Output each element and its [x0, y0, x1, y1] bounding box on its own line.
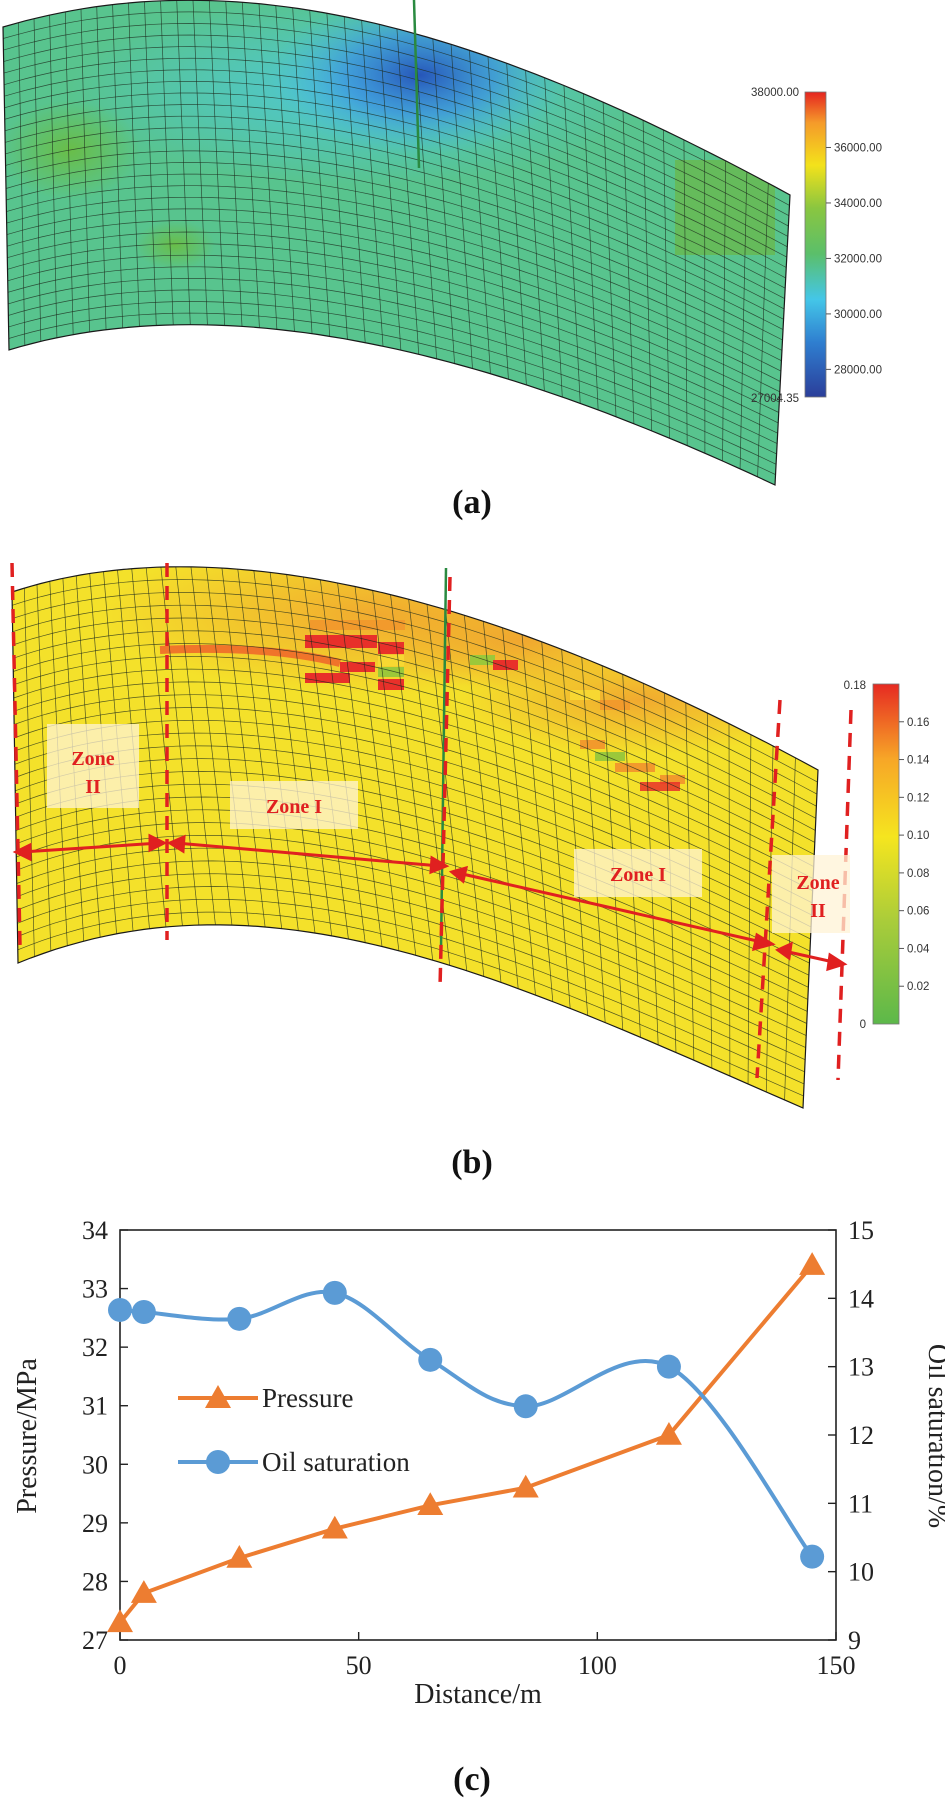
- colorbar-tick-label: 0.10: [907, 830, 929, 842]
- y-tick-label: 30: [82, 1450, 108, 1479]
- colorbar-tick-label: 28000.00: [834, 364, 882, 376]
- colorbar-tick-label: 0.08: [907, 868, 929, 880]
- colorbar-tick-label: 0.02: [907, 981, 929, 993]
- y2-tick-label: 15: [848, 1216, 874, 1245]
- y-tick-label: 33: [82, 1275, 108, 1304]
- chart-series: [107, 1252, 826, 1633]
- svg-text:Zone I: Zone I: [610, 864, 666, 886]
- y2-tick-label: 13: [848, 1353, 874, 1382]
- colorbar-b-ticks: 0.16 0.14 0.12 0.10 0.08 0.06 0.04 0.02: [899, 717, 930, 993]
- svg-text:Zone I: Zone I: [266, 796, 322, 818]
- y2-axis-label: Oil saturation/%: [922, 1344, 945, 1528]
- colorbar-tick-label: 0.16: [907, 717, 929, 729]
- y2-tick-label: 10: [848, 1558, 874, 1587]
- pressure-line: [118, 1263, 814, 1624]
- colorbar-b: 0.18 0 0.16 0.14 0.12 0.10 0.08 0.06 0.04 0.02: [844, 680, 930, 1031]
- pressure-point: [321, 1515, 348, 1539]
- x-tick-label: 100: [578, 1651, 617, 1680]
- colorbar-tick-label: 0.14: [907, 755, 930, 767]
- colorbar-tick-label: 0.06: [907, 906, 929, 918]
- pressure-point: [512, 1474, 539, 1498]
- oil-saturation-point: [108, 1297, 132, 1322]
- colorbar-a: 38000.00 27004.35 36000.00 34000.00 32000.…: [751, 87, 882, 405]
- colorbar-tick-label: 32000.00: [834, 253, 882, 265]
- panel-b-oil-saturation-model: Zone II Zone I Zone I Zone II: [10, 562, 930, 1181]
- y-tick-label: 29: [82, 1509, 108, 1538]
- svg-text:Zone: Zone: [796, 872, 839, 894]
- oil-saturation-line: [119, 1289, 814, 1558]
- svg-text:II: II: [810, 900, 826, 922]
- oil-saturation-point: [513, 1394, 538, 1419]
- y2-tick-label: 12: [848, 1421, 874, 1450]
- caption-b: (b): [451, 1144, 493, 1181]
- y-tick-label: 27: [82, 1626, 108, 1655]
- colorbar-tick-label: 30000.00: [834, 309, 882, 321]
- pressure-mesh-outline: [2, 0, 791, 486]
- y-tick-label: 28: [82, 1567, 108, 1596]
- pressure-point: [799, 1252, 826, 1275]
- oil-saturation-point: [131, 1300, 156, 1324]
- x-axis-label: Distance/m: [414, 1679, 542, 1710]
- legend-oil-marker: [206, 1450, 230, 1474]
- zone-label-2: Zone I: [230, 781, 358, 829]
- caption-a: (a): [452, 484, 492, 521]
- legend: Pressure Oil saturation: [178, 1383, 410, 1477]
- caption-c: (c): [453, 1761, 491, 1798]
- zone-label-3: Zone I: [574, 849, 702, 897]
- pressure-point: [130, 1580, 157, 1603]
- y-tick-label: 34: [82, 1216, 108, 1245]
- colorbar-tick-label: 0.04: [907, 943, 930, 955]
- zone-arrows: [12, 833, 848, 972]
- y2-tick-label: 9: [848, 1626, 861, 1655]
- well-trace: [412, 0, 421, 169]
- legend-pressure-marker: [205, 1385, 231, 1408]
- oil-saturation-mesh-grid: [12, 566, 818, 1100]
- oil-saturation-point: [418, 1347, 443, 1372]
- oil-saturation-mesh-outline: [11, 566, 819, 1109]
- colorbar-a-min-label: 27004.35: [751, 393, 799, 405]
- oil-saturation-point: [656, 1354, 681, 1379]
- y-tick-label: 31: [82, 1392, 108, 1421]
- colorbar-tick-label: 34000.00: [834, 198, 882, 210]
- pressure-mesh-grid: [3, 0, 790, 477]
- legend-pressure-label: Pressure: [262, 1383, 353, 1413]
- x-tick-label: 0: [114, 1651, 127, 1680]
- pressure-point: [417, 1492, 444, 1516]
- pressure-point: [655, 1422, 682, 1445]
- pressure-point: [226, 1545, 253, 1568]
- panel-c-line-chart: 0 50 100 150 27 28 29 30 31 32 33 34 9 10 11 12 13 14 15 D…: [12, 1216, 945, 1798]
- colorbar-tick-label: 0.12: [907, 792, 929, 804]
- oil-saturation-point: [800, 1544, 825, 1569]
- colorbar-tick-label: 36000.00: [834, 142, 882, 154]
- colorbar-b-max-label: 0.18: [844, 680, 866, 692]
- svg-text:Zone: Zone: [71, 748, 114, 770]
- zone-label-1: Zone II: [47, 724, 139, 808]
- x-tick-label: 50: [346, 1651, 372, 1680]
- zone-label-4: Zone II: [772, 855, 850, 933]
- y2-tick-label: 11: [848, 1489, 873, 1518]
- y-axis-label: Pressure/MPa: [12, 1358, 43, 1514]
- colorbar-a-gradient: [804, 91, 827, 398]
- colorbar-a-max-label: 38000.00: [751, 87, 799, 99]
- chart-axes: 0 50 100 150 27 28 29 30 31 32 33 34 9 10 11 12 13 14 15: [82, 1216, 874, 1680]
- legend-oil-label: Oil saturation: [262, 1447, 410, 1477]
- oil-saturation-point: [227, 1306, 252, 1331]
- y2-tick-label: 14: [848, 1284, 874, 1313]
- plot-area: [119, 1229, 837, 1641]
- x-tick-label: 150: [817, 1651, 856, 1680]
- colorbar-b-gradient: [872, 683, 900, 1025]
- svg-text:II: II: [85, 776, 101, 798]
- colorbar-b-min-label: 0: [860, 1019, 866, 1031]
- colorbar-a-ticks: 36000.00 34000.00 32000.00 30000.00 28000.00: [826, 142, 882, 376]
- pressure-point: [107, 1609, 133, 1633]
- panel-a-pressure-model: 38000.00 27004.35 36000.00 34000.00 32000.…: [2, 0, 882, 521]
- y-tick-label: 32: [82, 1333, 108, 1362]
- oil-saturation-point: [322, 1280, 347, 1305]
